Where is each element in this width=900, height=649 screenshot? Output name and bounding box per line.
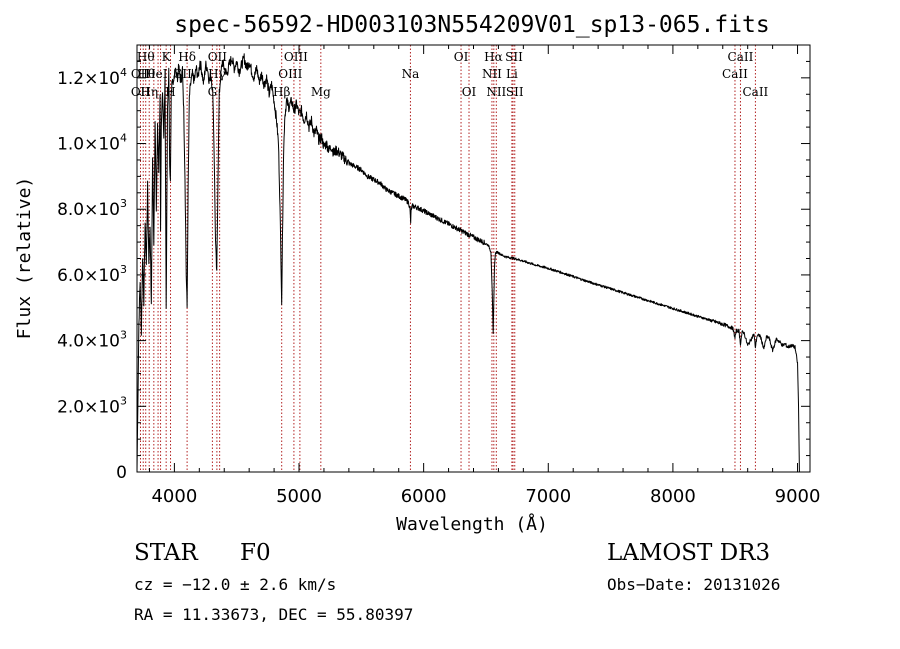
survey-name: LAMOST DR3 <box>607 540 770 566</box>
line-label-1: K <box>162 50 172 64</box>
object-subclass: F0 <box>240 540 271 566</box>
y-axis-label: Flux (relative) <box>14 177 35 340</box>
line-label-6: Hα <box>484 50 503 64</box>
line-label-11: HeI <box>145 67 168 81</box>
line-label-18: CaII <box>722 67 748 81</box>
spectrum-flux-line <box>136 53 800 473</box>
line-label-19: OII <box>131 85 151 99</box>
line-label-13: Hγ <box>208 67 226 81</box>
object-class: STAR <box>134 540 198 566</box>
line-label-2: Hδ <box>178 50 196 64</box>
line-label-27: SII <box>506 85 524 99</box>
line-label-28: CaII <box>742 85 768 99</box>
line-label-8: CaII <box>728 50 754 64</box>
line-label-21: H <box>165 85 175 99</box>
y-tick-label-0: 0 <box>116 463 127 483</box>
line-label-22: G <box>208 85 218 99</box>
y-tick-label-4: 8.0×103 <box>57 197 127 220</box>
y-axis-ticks: 0 2.0×103 4.0×103 6.0×103 8.0×103 1.0×104 1.2×… <box>57 60 810 483</box>
redshift-text: cz = −12.0 ± 2.6 km/s <box>134 575 336 594</box>
line-label-20: Hη <box>140 85 158 99</box>
y-tick-label-2: 4.0×103 <box>57 329 127 352</box>
obs-date-text: Obs−Date: 20131026 <box>607 575 780 594</box>
x-tick-label-3: 7000 <box>525 486 571 507</box>
y-tick-label-5: 1.0×104 <box>57 132 127 155</box>
line-label-5: OI <box>454 50 469 64</box>
line-label-14: OIII <box>278 67 302 81</box>
chart-title: spec-56592-HD003103N554209V01_sp13-065.f… <box>174 12 769 38</box>
line-label-23: Hβ <box>273 85 290 99</box>
line-label-0: Hθ <box>137 50 155 64</box>
x-tick-label-1: 5000 <box>276 486 322 507</box>
spectrum-layer <box>136 53 800 473</box>
line-label-4: OIII <box>284 50 308 64</box>
coordinates-text: RA = 11.33673, DEC = 55.80397 <box>134 605 413 624</box>
line-label-12: SII <box>174 67 192 81</box>
y-tick-label-6: 1.2×104 <box>57 66 127 89</box>
x-axis-ticks: 4000 5000 6000 7000 8000 9000 <box>148 45 821 507</box>
line-label-3: OII <box>208 50 228 64</box>
line-label-24: Mg <box>311 85 331 99</box>
x-tick-label-5: 9000 <box>775 486 821 507</box>
line-label-17: Li <box>506 67 518 81</box>
x-tick-label-4: 8000 <box>650 486 696 507</box>
line-label-15: Na <box>402 67 420 81</box>
x-tick-label-0: 4000 <box>151 486 197 507</box>
line-label-7: SII <box>505 50 523 64</box>
spectral-line-markers <box>139 45 756 472</box>
y-tick-label-1: 2.0×103 <box>57 394 127 417</box>
line-label-26: NII <box>486 85 506 99</box>
line-label-16: NII <box>482 67 502 81</box>
plot-frame <box>136 44 811 473</box>
line-label-25: OI <box>462 85 477 99</box>
x-axis-label: Wavelength (Å) <box>396 513 548 535</box>
x-tick-label-2: 6000 <box>401 486 447 507</box>
y-tick-label-3: 6.0×103 <box>57 263 127 286</box>
